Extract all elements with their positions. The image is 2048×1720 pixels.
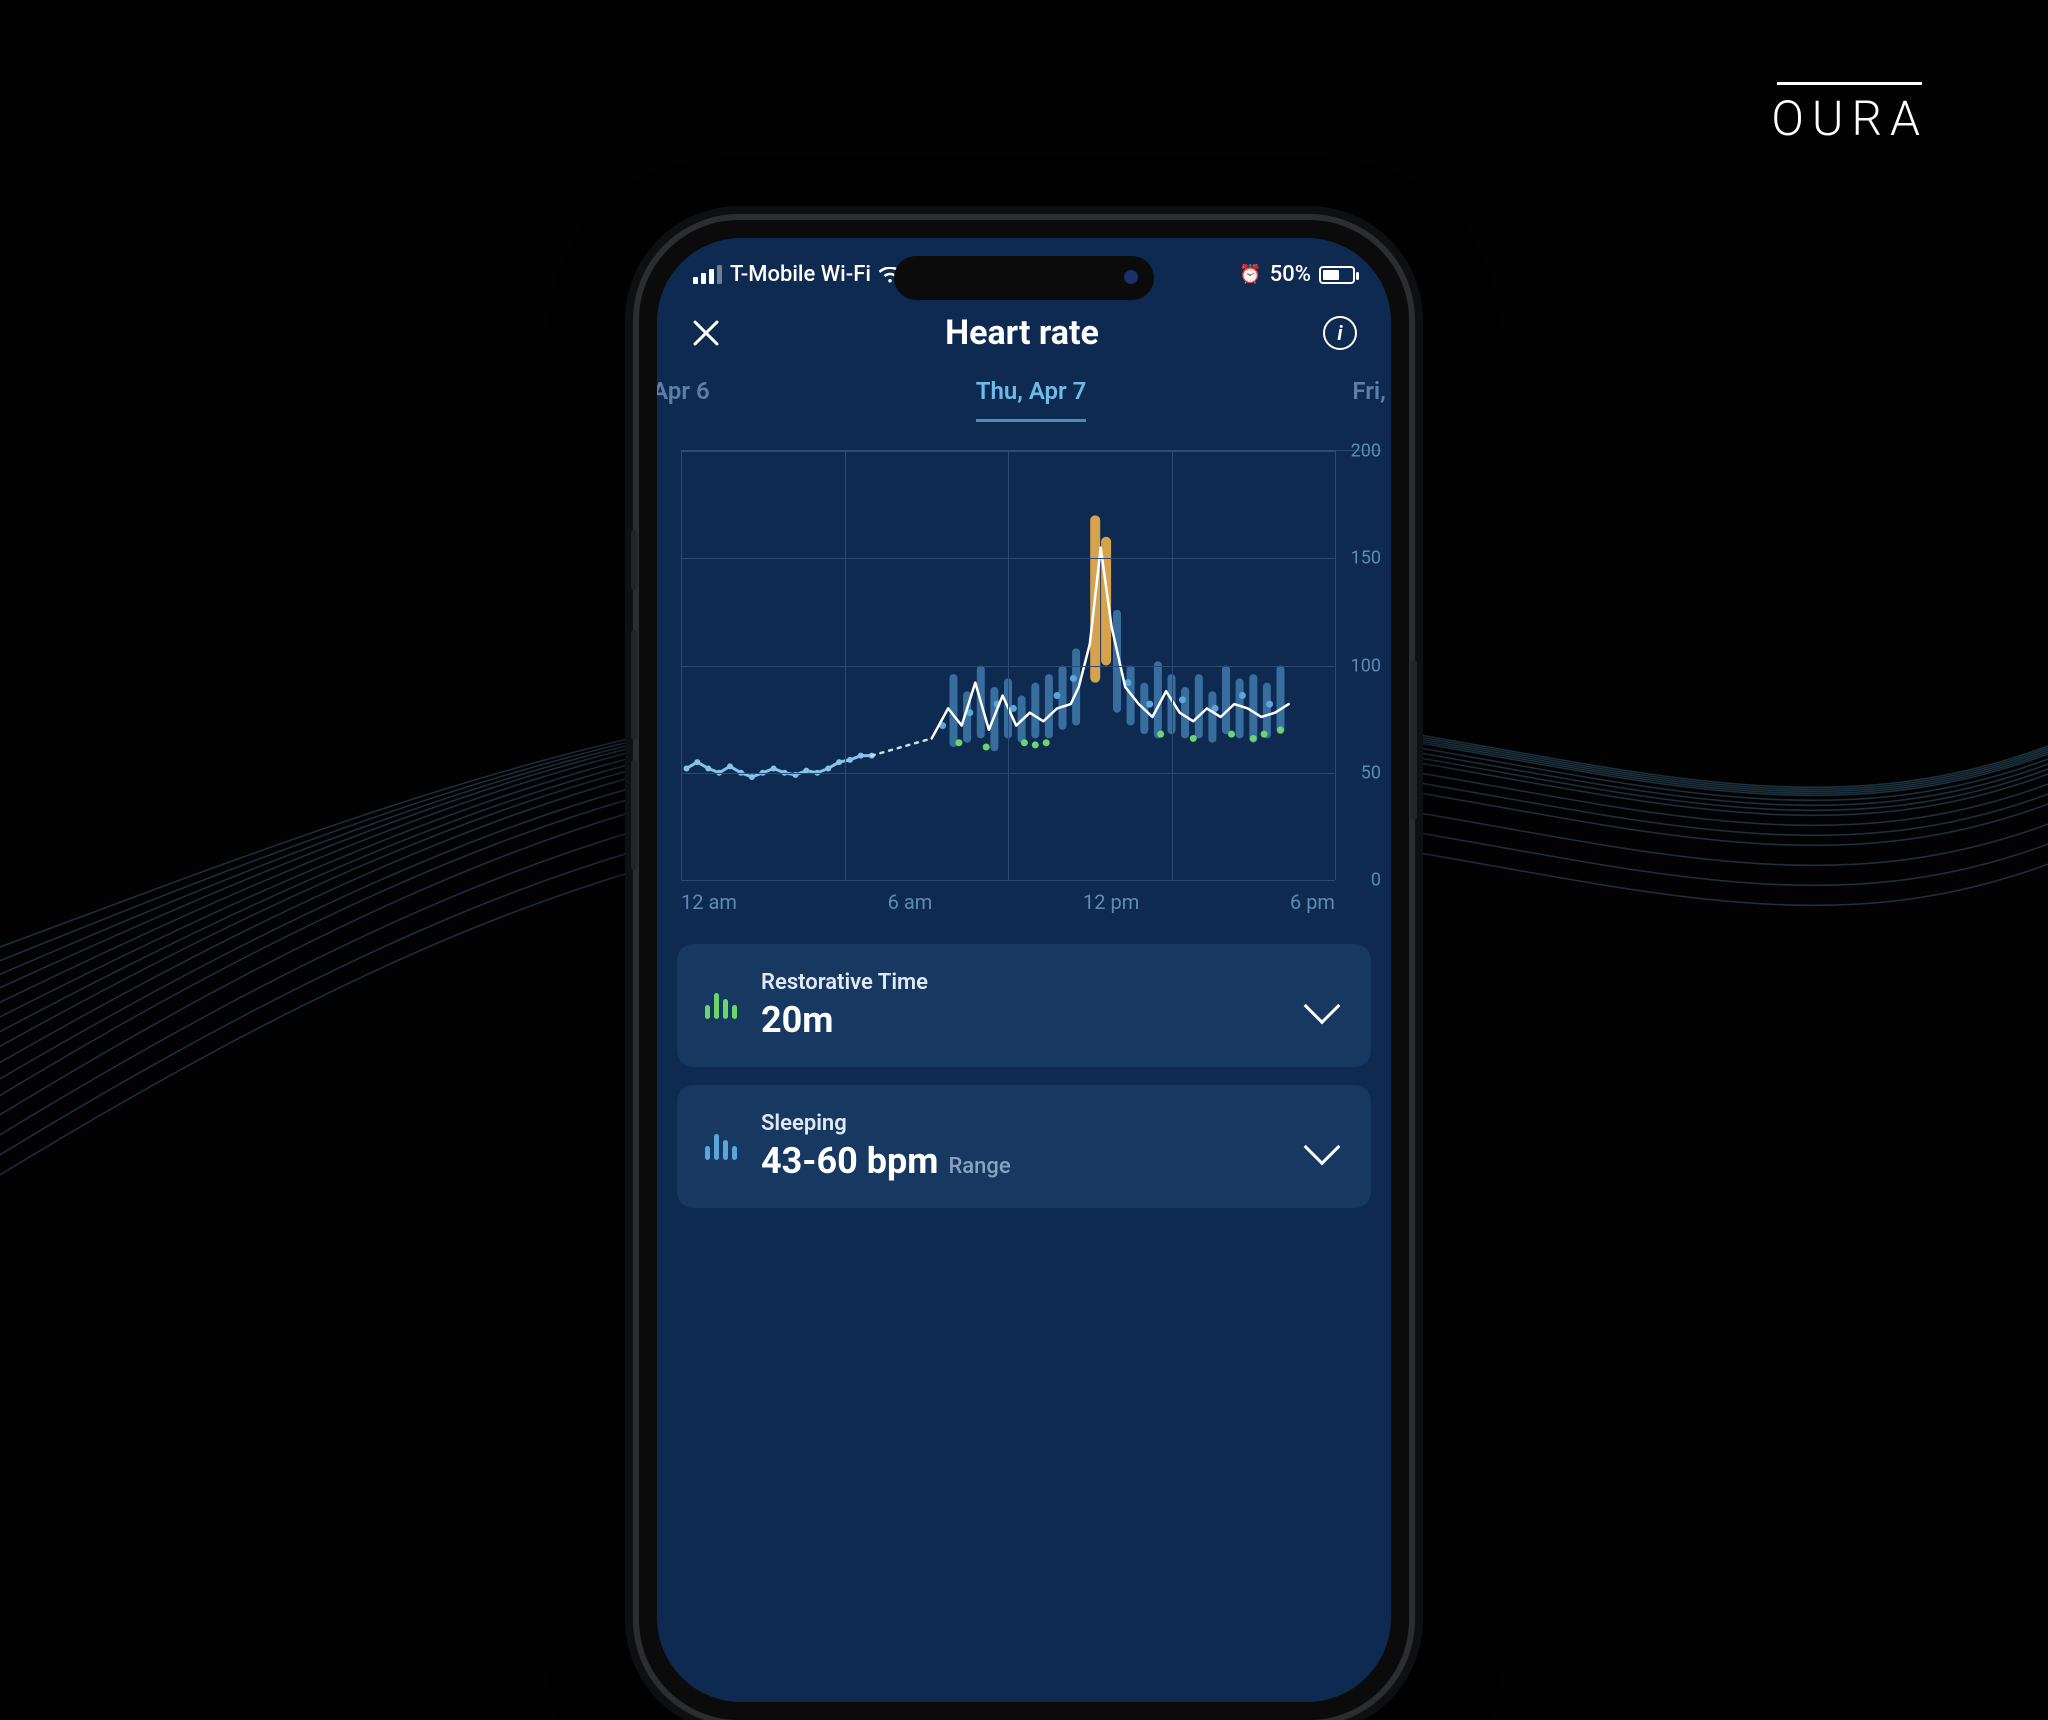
status-time: 1:32 PM bbox=[1029, 262, 1112, 287]
chart-x-tick: 12 pm bbox=[1083, 890, 1139, 914]
chart-x-labels: 12 am 6 am 12 pm 6 pm bbox=[681, 880, 1381, 914]
chart-x-tick: 6 am bbox=[888, 890, 933, 914]
info-icon[interactable]: i bbox=[1323, 316, 1357, 350]
brand-logo: OURA bbox=[1771, 90, 1928, 147]
restorative-time-card[interactable]: Restorative Time 20m bbox=[677, 944, 1371, 1067]
battery-icon bbox=[1319, 266, 1355, 284]
bars-icon bbox=[705, 993, 737, 1019]
date-navigation: d, Apr 6 Thu, Apr 7 Fri, Ap bbox=[657, 367, 1391, 422]
sleeping-card[interactable]: Sleeping 43-60 bpmRange bbox=[677, 1085, 1371, 1208]
date-current[interactable]: Thu, Apr 7 bbox=[976, 371, 1087, 422]
status-bar: T-Mobile Wi-Fi 1:32 PM ⏰ 50% bbox=[657, 238, 1391, 295]
chart-x-tick: 12 am bbox=[681, 890, 737, 914]
chart-y-tick: 100 bbox=[1351, 655, 1381, 676]
date-prev[interactable]: d, Apr 6 bbox=[657, 371, 710, 422]
phone-screen: T-Mobile Wi-Fi 1:32 PM ⏰ 50% Heart rate … bbox=[657, 238, 1391, 1702]
signal-icon bbox=[693, 265, 722, 284]
metric-cards: Restorative Time 20m Sleeping 43-60 bpmR… bbox=[657, 914, 1391, 1208]
phone-side-button bbox=[631, 760, 637, 870]
chart-y-tick: 0 bbox=[1371, 870, 1381, 891]
date-next[interactable]: Fri, Ap bbox=[1352, 371, 1391, 422]
card-value: 20m bbox=[761, 999, 1285, 1041]
camera-dot bbox=[1124, 270, 1138, 284]
chart-y-tick: 50 bbox=[1361, 762, 1381, 783]
carrier-label: T-Mobile Wi-Fi bbox=[730, 262, 871, 287]
chart-x-tick: 6 pm bbox=[1290, 890, 1335, 914]
chevron-down-icon bbox=[1304, 987, 1341, 1024]
heart-rate-chart: 0 50 100 150 200 12 am 6 am 12 pm 6 pm bbox=[657, 422, 1391, 914]
card-label: Sleeping bbox=[761, 1111, 1285, 1136]
close-icon[interactable] bbox=[691, 318, 721, 348]
chart-y-tick: 150 bbox=[1351, 548, 1381, 569]
chart-y-tick: 200 bbox=[1351, 441, 1381, 462]
bars-icon bbox=[705, 1134, 737, 1160]
phone-side-button bbox=[1411, 660, 1417, 820]
phone-side-button bbox=[631, 630, 637, 740]
alarm-icon: ⏰ bbox=[1239, 264, 1261, 285]
phone-frame: T-Mobile Wi-Fi 1:32 PM ⏰ 50% Heart rate … bbox=[639, 220, 1409, 1720]
battery-pct: 50% bbox=[1270, 262, 1311, 287]
card-label: Restorative Time bbox=[761, 970, 1285, 995]
phone-side-button bbox=[631, 530, 637, 590]
wifi-icon bbox=[879, 267, 901, 283]
page-title: Heart rate bbox=[945, 313, 1099, 353]
chevron-down-icon bbox=[1304, 1128, 1341, 1165]
app-header: Heart rate i bbox=[657, 295, 1391, 367]
card-value: 43-60 bpmRange bbox=[761, 1140, 1285, 1182]
